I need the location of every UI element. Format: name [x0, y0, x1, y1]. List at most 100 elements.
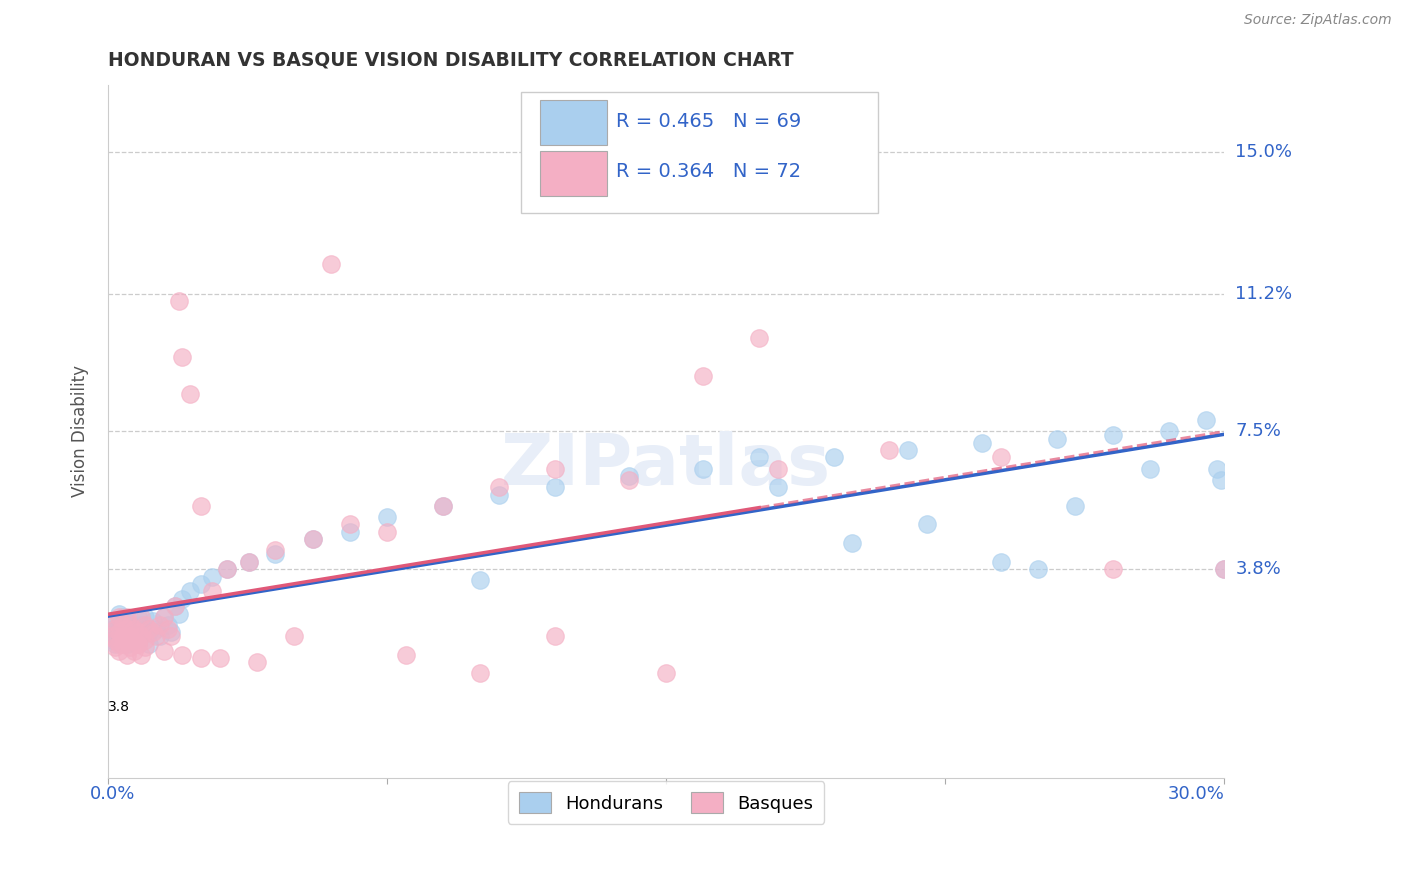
Point: [145, 629, 167, 643]
Point: [172, 648, 194, 662]
Point: [108, 629, 131, 643]
Point: [156, 622, 179, 636]
Point: [1026, 562, 1049, 576]
Text: 7.5%: 7.5%: [1236, 422, 1281, 441]
Point: [127, 610, 149, 624]
Point: [766, 480, 789, 494]
Point: [543, 480, 565, 494]
Point: [1213, 562, 1236, 576]
Point: [104, 625, 127, 640]
Point: [264, 543, 287, 558]
Point: [111, 622, 134, 636]
Point: [1101, 562, 1123, 576]
Point: [879, 442, 901, 457]
Point: [1157, 425, 1180, 439]
Point: [167, 607, 190, 621]
Point: [138, 636, 160, 650]
Point: [748, 331, 770, 345]
Text: R = 0.364   N = 72: R = 0.364 N = 72: [616, 162, 801, 181]
Point: [823, 450, 845, 465]
Point: [115, 636, 138, 650]
Point: [190, 499, 212, 513]
Point: [897, 442, 920, 457]
Point: [108, 644, 131, 658]
Point: [134, 632, 156, 647]
Point: [115, 614, 138, 628]
Point: [190, 577, 212, 591]
Point: [120, 618, 142, 632]
Y-axis label: Vision Disability: Vision Disability: [72, 366, 89, 498]
Point: [104, 632, 127, 647]
Point: [120, 618, 142, 632]
Point: [134, 640, 156, 655]
Point: [1046, 432, 1069, 446]
Text: 3.8%: 3.8%: [1236, 560, 1281, 578]
Point: [122, 622, 145, 636]
Point: [915, 517, 938, 532]
Point: [108, 625, 131, 640]
Point: [100, 622, 122, 636]
Point: [131, 629, 153, 643]
Point: [841, 536, 863, 550]
Point: [138, 625, 160, 640]
Point: [111, 629, 134, 643]
Point: [108, 607, 131, 621]
Point: [120, 629, 142, 643]
Legend: Hondurans, Basques: Hondurans, Basques: [508, 781, 824, 824]
Point: [301, 533, 323, 547]
Point: [766, 461, 789, 475]
Point: [179, 584, 201, 599]
Point: [468, 666, 491, 681]
FancyBboxPatch shape: [540, 101, 607, 145]
Point: [122, 632, 145, 647]
Point: [115, 610, 138, 624]
Point: [655, 666, 678, 681]
Text: 3.8: 3.8: [108, 699, 129, 714]
Text: HONDURAN VS BASQUE VISION DISABILITY CORRELATION CHART: HONDURAN VS BASQUE VISION DISABILITY COR…: [108, 51, 793, 70]
Point: [238, 555, 260, 569]
Point: [617, 469, 640, 483]
Point: [127, 625, 149, 640]
Point: [617, 473, 640, 487]
Point: [134, 622, 156, 636]
Point: [100, 629, 122, 643]
Point: [149, 618, 172, 632]
Point: [153, 610, 176, 624]
Point: [432, 499, 454, 513]
Point: [104, 636, 127, 650]
Point: [138, 622, 160, 636]
Point: [111, 618, 134, 632]
Point: [122, 632, 145, 647]
Point: [122, 622, 145, 636]
Point: [172, 350, 194, 364]
Point: [375, 524, 398, 539]
Text: Source: ZipAtlas.com: Source: ZipAtlas.com: [1244, 13, 1392, 28]
Point: [395, 648, 418, 662]
Point: [1139, 461, 1161, 475]
Point: [142, 625, 165, 640]
Point: [120, 640, 142, 655]
Point: [127, 625, 149, 640]
Point: [432, 499, 454, 513]
Point: [215, 562, 238, 576]
Point: [488, 480, 510, 494]
Point: [375, 510, 398, 524]
Point: [127, 636, 149, 650]
FancyBboxPatch shape: [540, 151, 607, 196]
Point: [692, 461, 714, 475]
Point: [208, 651, 231, 665]
Point: [468, 574, 491, 588]
Point: [111, 636, 134, 650]
Text: 11.2%: 11.2%: [1236, 285, 1292, 302]
Point: [339, 517, 361, 532]
Point: [190, 651, 212, 665]
Point: [115, 622, 138, 636]
Point: [131, 648, 153, 662]
Point: [172, 591, 194, 606]
Text: 0.0%: 0.0%: [90, 785, 135, 803]
Text: ZIPatlas: ZIPatlas: [501, 432, 831, 500]
Point: [153, 610, 176, 624]
Point: [1209, 473, 1232, 487]
Point: [201, 584, 224, 599]
Point: [104, 640, 127, 655]
